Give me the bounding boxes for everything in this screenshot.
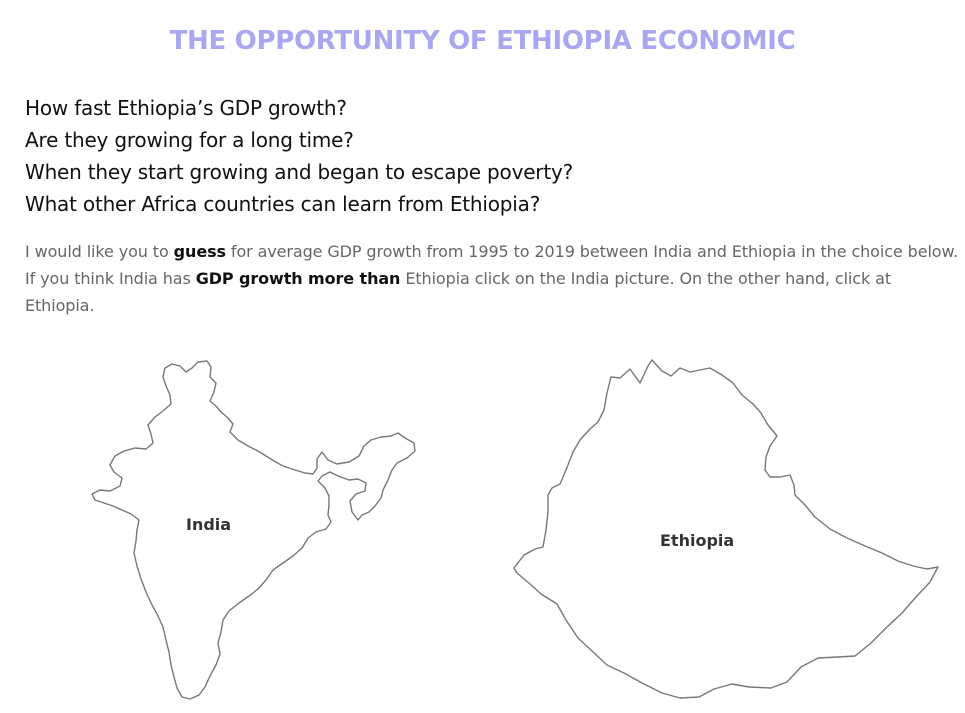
instructions-line1-text: I would like you to [25,242,174,261]
instructions-line2-text: If you think India has [25,269,196,288]
india-label: India [186,515,232,534]
page-title: THE OPPORTUNITY OF ETHIOPIA ECONOMIC [169,26,796,56]
question-item: How fast Ethiopia’s GDP growth? [25,96,347,120]
india-map-choice[interactable]: India [85,355,425,705]
ethiopia-map-shape[interactable] [508,355,944,705]
instructions-line1-rest: for average GDP growth from 1995 to 2019… [225,242,958,261]
question-list: How fast Ethiopia’s GDP growth? Are they… [25,92,573,220]
instructions-text: I would like you to guess for average GD… [25,238,960,319]
question-item: When they start growing and began to esc… [25,160,574,184]
instructions-line2-rest: Ethiopia click on the India picture. On … [25,269,892,315]
ethiopia-label: Ethiopia [660,531,735,550]
ethiopia-map-choice[interactable]: Ethiopia [508,355,944,705]
india-map-shape[interactable] [85,355,425,705]
question-item: What other Africa countries can learn fr… [25,192,541,216]
instructions-gdp-emphasis: GDP growth more than [195,269,401,288]
question-item: Are they growing for a long time? [25,128,354,152]
instructions-guess-emphasis: guess [173,242,226,261]
